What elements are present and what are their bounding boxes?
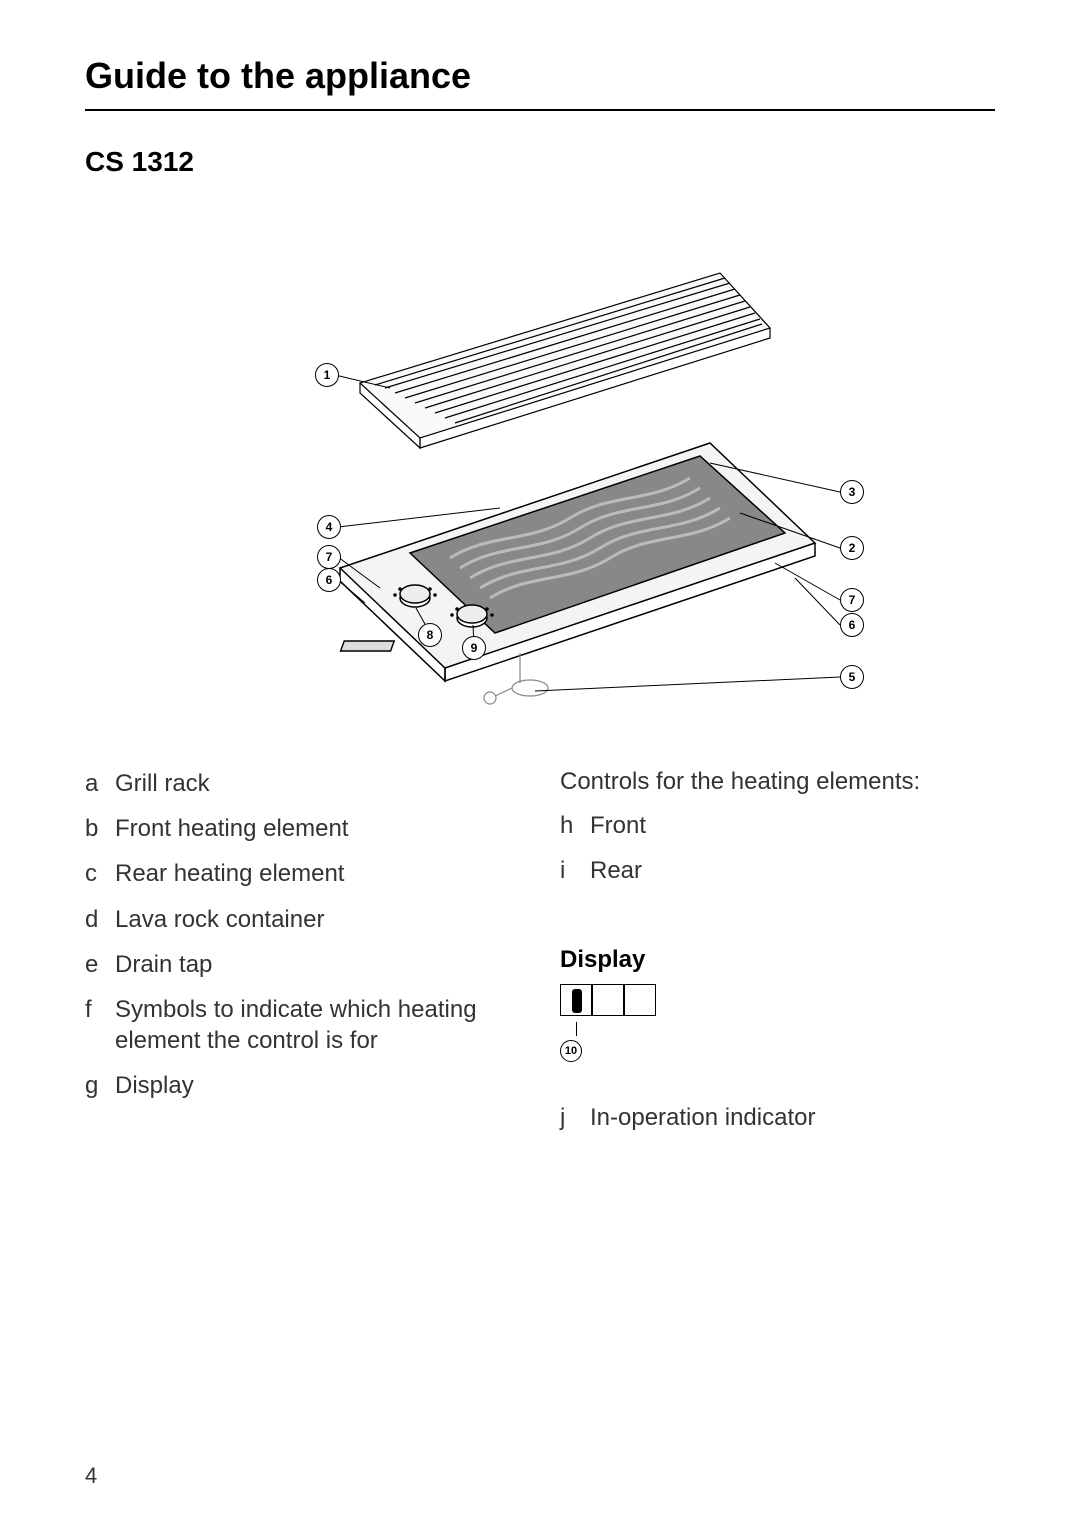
diagram-svg xyxy=(200,213,880,713)
legend-item: gDisplay xyxy=(85,1070,520,1101)
legend-text: Rear xyxy=(590,855,995,886)
legend-text: Symbols to indicate which heating elemen… xyxy=(115,994,520,1056)
diagram-callout: 6 xyxy=(840,613,864,637)
diagram-callout: 2 xyxy=(840,536,864,560)
legend-text: Display xyxy=(115,1070,520,1101)
display-heading: Display xyxy=(560,946,995,974)
legend-text: Rear heating element xyxy=(115,858,520,889)
diagram-callout: 3 xyxy=(840,480,864,504)
legend-item: iRear xyxy=(560,855,995,886)
display-segment-on xyxy=(560,984,592,1016)
legend-letter: h xyxy=(560,810,590,841)
legend-text: In-operation indicator xyxy=(590,1102,995,1133)
page-number: 4 xyxy=(85,1463,97,1489)
legend-column-right: Controls for the heating elements: hFron… xyxy=(560,768,995,1148)
legend-item: aGrill rack xyxy=(85,768,520,799)
legend-text: Lava rock container xyxy=(115,904,520,935)
display-segment-off xyxy=(624,984,656,1016)
legend-letter: i xyxy=(560,855,590,886)
legend-letter: b xyxy=(85,813,115,844)
legend-section: aGrill rackbFront heating elementcRear h… xyxy=(85,768,995,1148)
legend-text: Front xyxy=(590,810,995,841)
legend-column-left: aGrill rackbFront heating elementcRear h… xyxy=(85,768,520,1148)
legend-letter: c xyxy=(85,858,115,889)
diagram-callout: 7 xyxy=(840,588,864,612)
legend-item: fSymbols to indicate which heating eleme… xyxy=(85,994,520,1056)
legend-letter: f xyxy=(85,994,115,1056)
legend-text: Grill rack xyxy=(115,768,520,799)
legend-text: Front heating element xyxy=(115,813,520,844)
display-segment-off xyxy=(592,984,624,1016)
page-title: Guide to the appliance xyxy=(85,55,995,111)
diagram-callout: 5 xyxy=(840,665,864,689)
display-graphic xyxy=(560,984,995,1016)
diagram-callout: 4 xyxy=(317,515,341,539)
legend-text: Drain tap xyxy=(115,949,520,980)
legend-item: hFront xyxy=(560,810,995,841)
appliance-diagram: 13276547689 xyxy=(85,198,995,728)
legend-letter: e xyxy=(85,949,115,980)
diagram-callout: 1 xyxy=(315,363,339,387)
diagram-callout: 7 xyxy=(317,545,341,569)
legend-item-j: j In-operation indicator xyxy=(560,1102,995,1133)
display-callout-number: 10 xyxy=(560,1040,582,1062)
diagram-callout: 9 xyxy=(462,636,486,660)
legend-item: dLava rock container xyxy=(85,904,520,935)
legend-item: bFront heating element xyxy=(85,813,520,844)
model-number: CS 1312 xyxy=(85,146,995,178)
legend-letter: d xyxy=(85,904,115,935)
diagram-callout: 6 xyxy=(317,568,341,592)
legend-letter: j xyxy=(560,1102,590,1133)
controls-heading: Controls for the heating elements: xyxy=(560,768,995,796)
legend-letter: a xyxy=(85,768,115,799)
legend-item: cRear heating element xyxy=(85,858,520,889)
legend-letter: g xyxy=(85,1070,115,1101)
legend-item: eDrain tap xyxy=(85,949,520,980)
display-pointer xyxy=(570,1022,995,1036)
diagram-callout: 8 xyxy=(418,623,442,647)
